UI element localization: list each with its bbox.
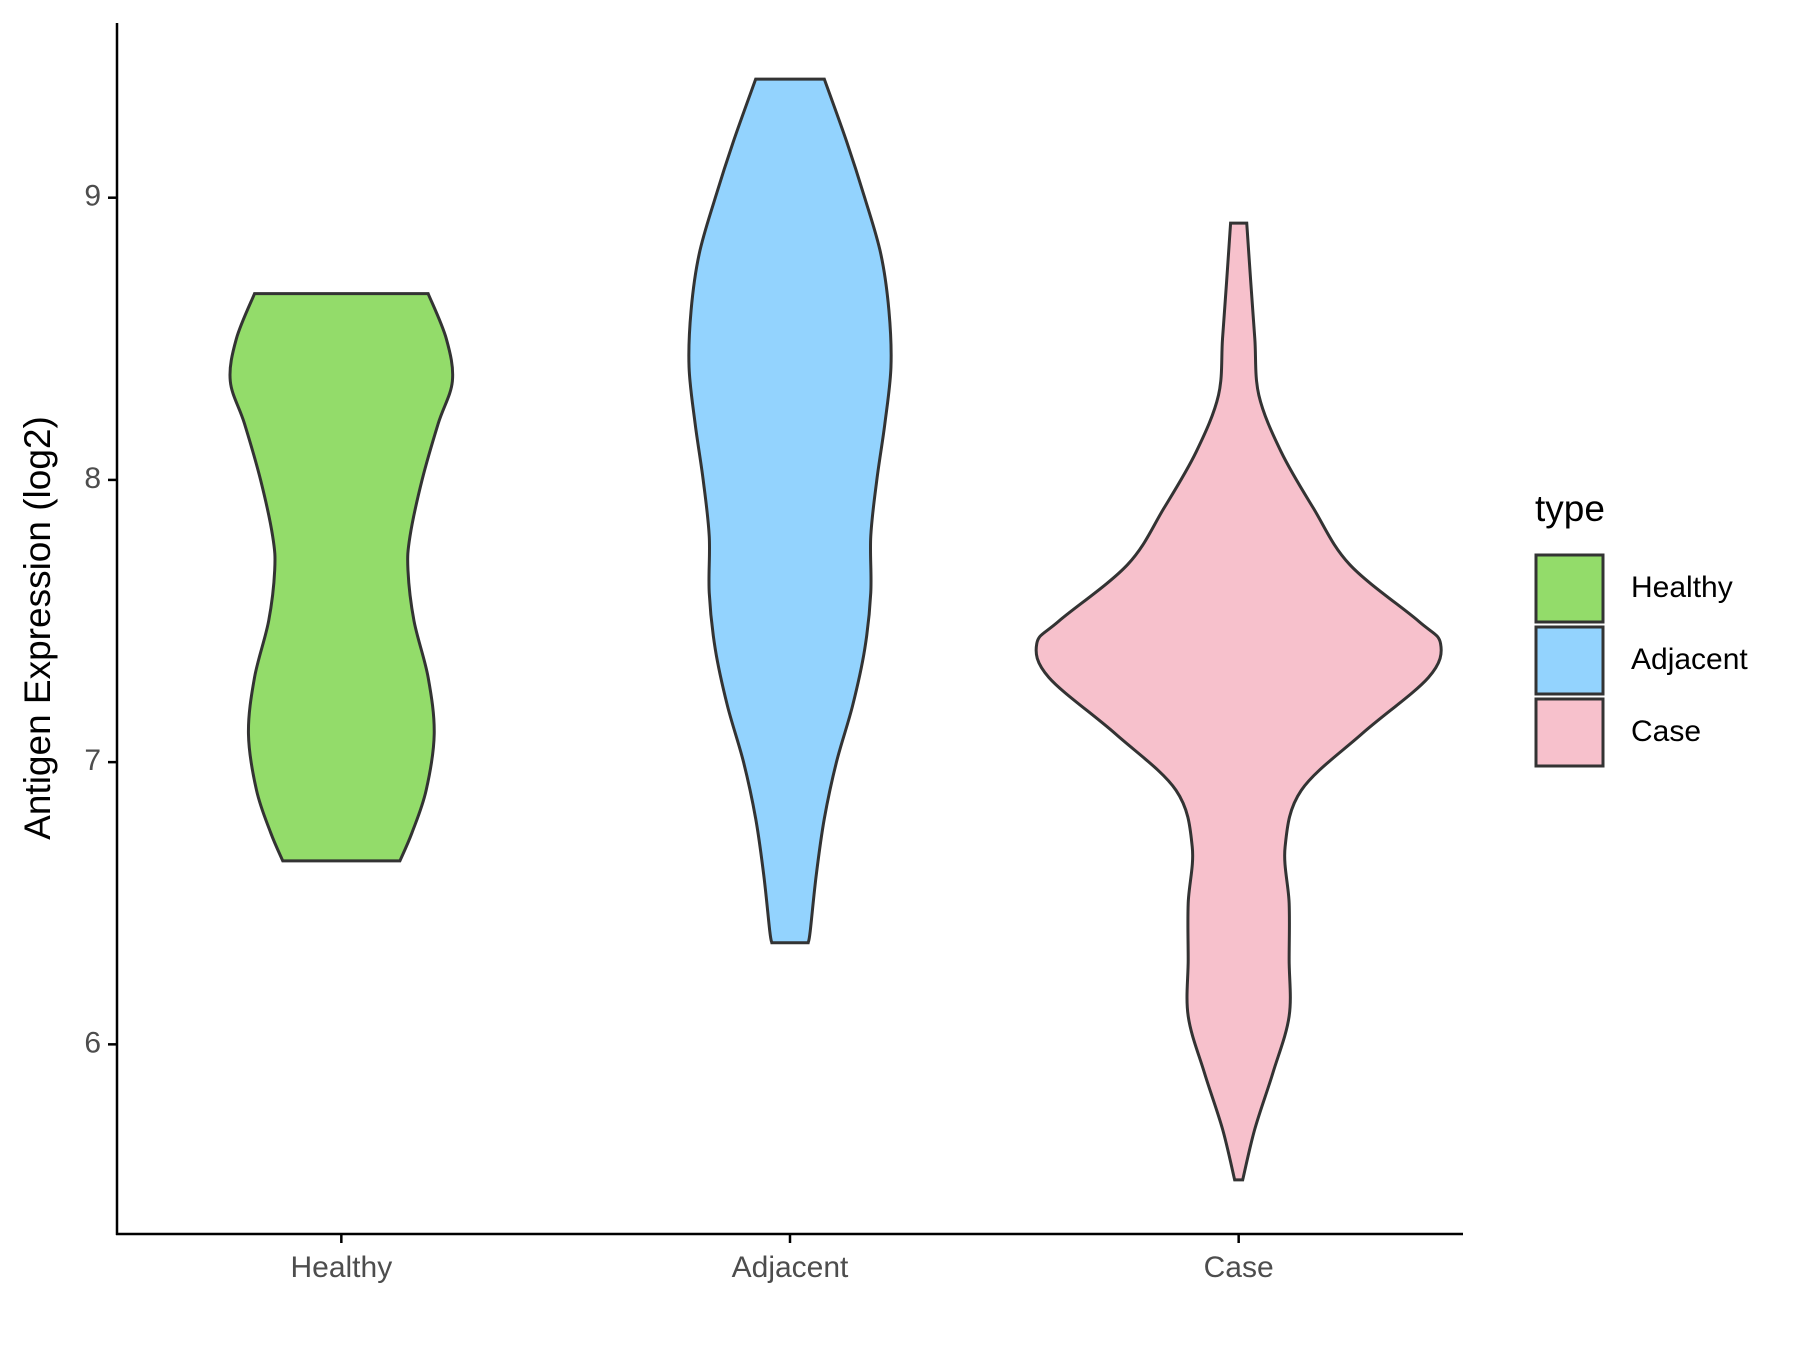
y-tick-label: 9 (84, 180, 101, 213)
legend-label: Healthy (1631, 571, 1733, 604)
y-tick-label: 7 (84, 744, 101, 777)
legend-key (1534, 553, 1605, 624)
x-tick-label: Healthy (290, 1251, 392, 1284)
legend-title: type (1535, 488, 1605, 529)
violin (1034, 221, 1443, 1182)
legend-key (1534, 697, 1605, 768)
legend-key (1534, 625, 1605, 696)
x-tick-label: Case (1204, 1251, 1274, 1284)
violin (228, 292, 455, 863)
y-axis-title: Antigen Expression (log2) (17, 416, 58, 840)
y-tick-label: 8 (84, 462, 101, 495)
y-tick-label: 6 (84, 1026, 101, 1059)
legend-label: Case (1631, 715, 1701, 748)
x-tick-label: Adjacent (732, 1251, 849, 1284)
legend-label: Adjacent (1631, 643, 1748, 676)
violin (687, 77, 893, 945)
